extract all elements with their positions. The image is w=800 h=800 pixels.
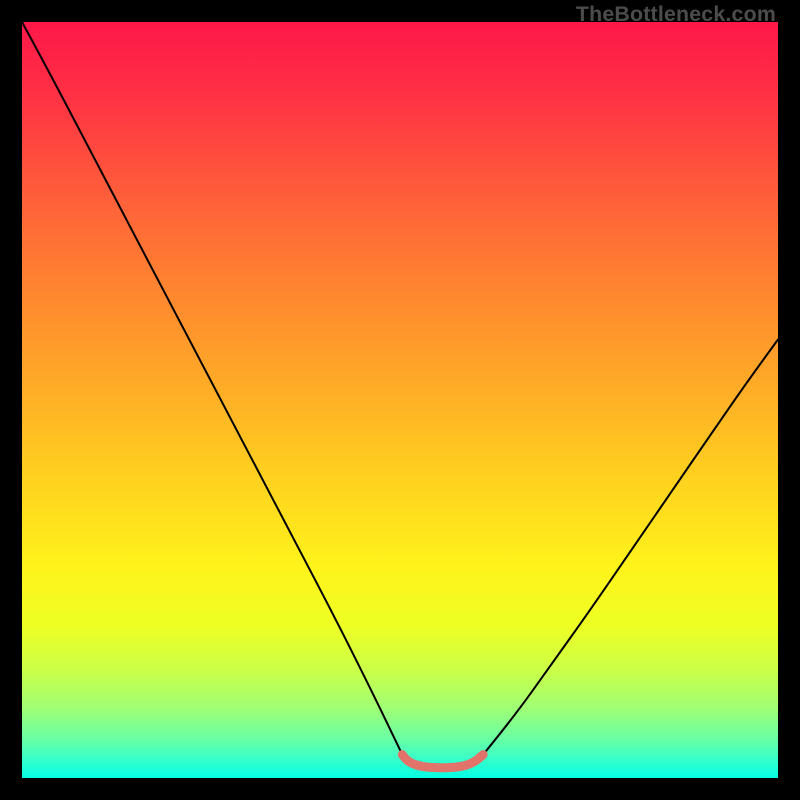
bottleneck-curve-right bbox=[483, 340, 778, 755]
curve-layer bbox=[22, 22, 778, 778]
plot-area bbox=[22, 22, 778, 778]
watermark-label: TheBottleneck.com bbox=[576, 2, 776, 27]
optimum-band bbox=[402, 755, 483, 768]
bottleneck-curve-left bbox=[22, 22, 402, 755]
chart-frame: TheBottleneck.com bbox=[0, 0, 800, 800]
